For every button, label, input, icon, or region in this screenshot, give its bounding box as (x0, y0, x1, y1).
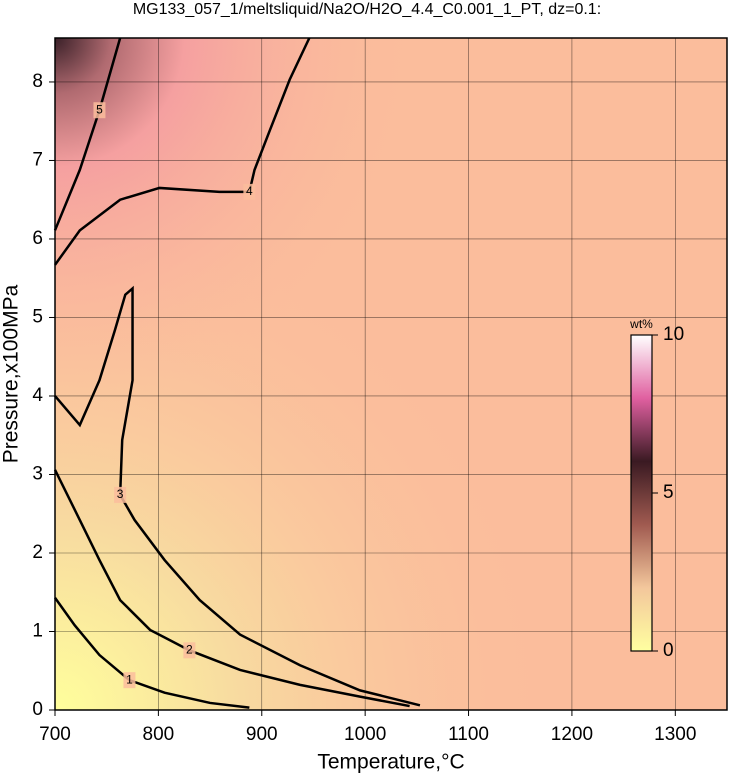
contour-label-bg (93, 102, 106, 119)
y-tick-label: 5 (32, 306, 43, 327)
y-tick-label: 2 (32, 542, 43, 563)
y-tick-label: 0 (32, 699, 43, 720)
contour-label: 4 (246, 184, 253, 198)
x-tick-label: 1100 (448, 724, 489, 745)
y-tick-label: 1 (32, 621, 43, 642)
contour-label: 2 (186, 643, 193, 657)
colorbar-tick-label: 5 (663, 482, 674, 503)
colorbar (630, 334, 653, 652)
contour-label-bg (183, 642, 196, 659)
x-tick-label: 900 (246, 724, 278, 745)
background-high (55, 38, 727, 710)
colorbar-label: wt% (629, 317, 653, 331)
y-tick-label: 3 (32, 464, 43, 485)
x-tick-label: 800 (143, 724, 175, 745)
y-tick-label: 4 (32, 385, 43, 406)
y-tick-label: 6 (32, 228, 43, 249)
contour-label-bg (243, 183, 256, 200)
contour-label-bg (114, 486, 127, 503)
contour-label: 5 (96, 102, 103, 116)
x-tick-label: 1200 (551, 724, 593, 745)
colorbar-tick-label: 10 (663, 324, 684, 345)
chart-title: MG133_057_1/meltsliquid/Na2O/H2O_4.4_C0.… (133, 1, 601, 18)
contour-line (53, 37, 122, 231)
contour-line (53, 37, 311, 266)
y-tick-label: 7 (32, 149, 43, 170)
contour-line (53, 469, 410, 708)
x-axis-label: Temperature,°C (317, 751, 464, 774)
x-tick-label: 700 (39, 724, 71, 745)
y-axis-label: Pressure,x100MPa (0, 284, 23, 463)
contour-label: 3 (117, 487, 124, 501)
contour-line (54, 285, 421, 707)
contour-label: 1 (126, 672, 133, 686)
plot-area (55, 38, 727, 710)
x-tick-label: 1300 (654, 724, 696, 745)
y-tick-label: 8 (32, 71, 43, 92)
colorbar-tick-label: 0 (663, 640, 674, 661)
contour-label-bg (123, 672, 136, 689)
x-tick-label: 1000 (344, 724, 386, 745)
plot-frame (54, 37, 728, 711)
